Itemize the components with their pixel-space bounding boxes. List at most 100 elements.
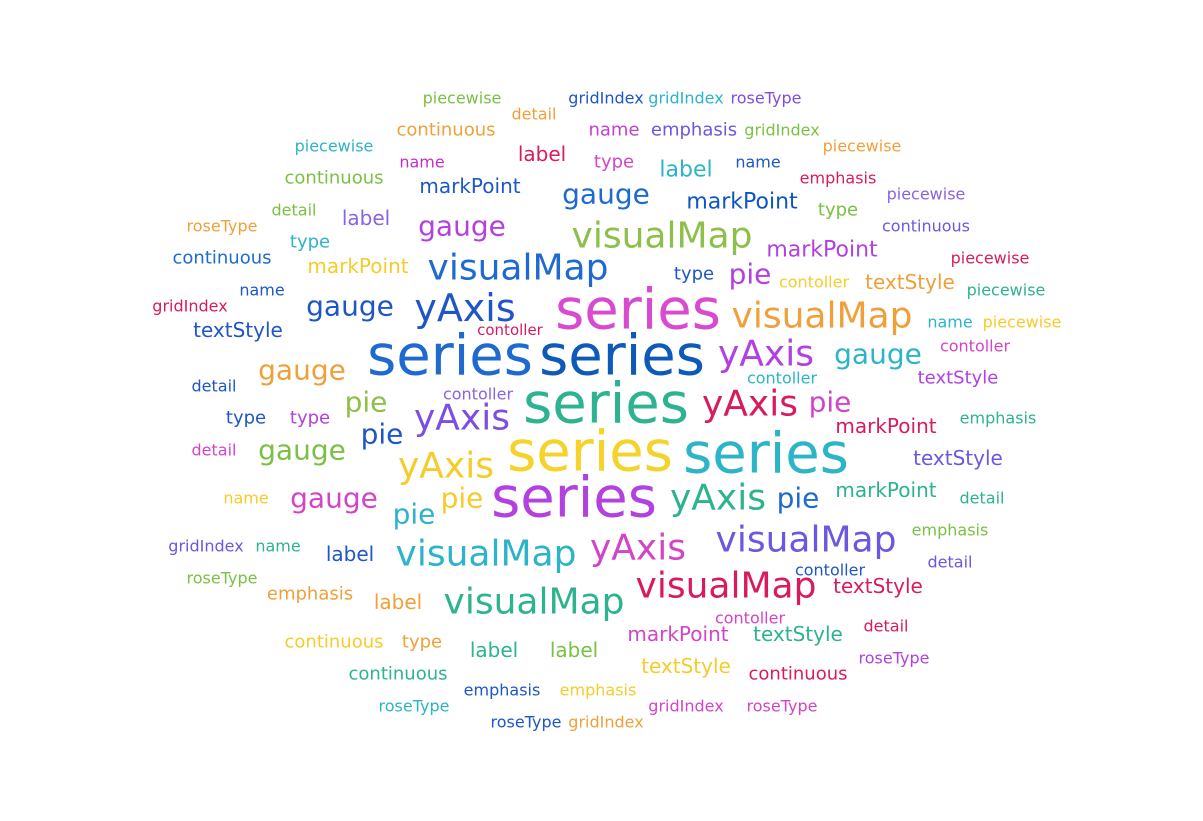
word-label: label (326, 542, 374, 566)
word-gauge: gauge (418, 210, 506, 243)
word-markpoint: markPoint (627, 622, 728, 646)
word-rosetype: roseType (747, 697, 818, 716)
word-visualmap: visualMap (636, 566, 817, 607)
word-textstyle: textStyle (753, 622, 843, 646)
word-detail: detail (960, 489, 1005, 508)
word-emphasis: emphasis (912, 521, 989, 540)
word-textstyle: textStyle (913, 446, 1003, 470)
word-visualmap: visualMap (716, 520, 897, 561)
word-series: series (555, 278, 721, 343)
word-emphasis: emphasis (267, 584, 353, 605)
word-piecewise: piecewise (983, 313, 1062, 332)
word-label: label (342, 206, 390, 230)
word-label: label (659, 158, 712, 183)
word-piecewise: piecewise (967, 281, 1046, 300)
word-gauge: gauge (258, 354, 346, 387)
word-pie: pie (441, 482, 484, 515)
word-pie: pie (729, 258, 772, 291)
word-textstyle: textStyle (833, 574, 923, 598)
word-contoller: contoller (779, 273, 850, 292)
word-name: name (239, 281, 284, 300)
word-name: name (588, 120, 639, 141)
word-rosetype: roseType (491, 713, 562, 732)
word-markpoint: markPoint (307, 254, 408, 278)
word-textstyle: textStyle (918, 368, 999, 389)
word-piecewise: piecewise (951, 249, 1030, 268)
word-series: series (507, 420, 673, 485)
word-gridindex: gridIndex (568, 89, 643, 108)
word-piecewise: piecewise (295, 137, 374, 156)
word-series: series (491, 466, 657, 531)
word-visualmap: visualMap (444, 582, 625, 623)
word-gridindex: gridIndex (168, 537, 243, 556)
word-emphasis: emphasis (651, 120, 737, 141)
word-type: type (674, 264, 714, 285)
word-label: label (470, 638, 518, 662)
word-gridindex: gridIndex (568, 713, 643, 732)
word-detail: detail (192, 377, 237, 396)
word-pie: pie (345, 386, 388, 419)
word-gridindex: gridIndex (648, 89, 723, 108)
word-textstyle: textStyle (193, 318, 283, 342)
word-yaxis: yAxis (590, 528, 686, 569)
word-contoller: contoller (795, 561, 866, 580)
word-contoller: contoller (940, 337, 1011, 356)
word-piecewise: piecewise (423, 89, 502, 108)
word-piecewise: piecewise (887, 185, 966, 204)
word-continuous: continuous (349, 664, 448, 685)
word-detail: detail (928, 553, 973, 572)
word-rosetype: roseType (187, 569, 258, 588)
word-type: type (226, 408, 266, 429)
word-yaxis: yAxis (414, 398, 510, 439)
word-gauge: gauge (258, 434, 346, 467)
word-name: name (927, 313, 972, 332)
word-pie: pie (777, 482, 820, 515)
word-textstyle: textStyle (641, 654, 731, 678)
word-visualmap: visualMap (428, 248, 609, 289)
word-continuous: continuous (882, 217, 970, 236)
word-continuous: continuous (285, 168, 384, 189)
word-visualmap: visualMap (572, 216, 753, 257)
word-yaxis: yAxis (702, 384, 798, 425)
word-markpoint: markPoint (835, 478, 936, 502)
word-visualmap: visualMap (732, 296, 913, 337)
word-label: label (518, 142, 566, 166)
word-rosetype: roseType (379, 697, 450, 716)
word-series: series (683, 422, 849, 487)
word-gauge: gauge (306, 290, 394, 323)
word-contoller: contoller (715, 609, 786, 628)
word-detail: detail (192, 441, 237, 460)
word-gridindex: gridIndex (648, 697, 723, 716)
word-name: name (223, 489, 268, 508)
word-emphasis: emphasis (464, 681, 541, 700)
word-markpoint: markPoint (419, 174, 520, 198)
word-piecewise: piecewise (823, 137, 902, 156)
word-yaxis: yAxis (414, 286, 515, 330)
word-continuous: continuous (749, 664, 848, 685)
word-detail: detail (864, 617, 909, 636)
word-detail: detail (272, 201, 317, 220)
word-series: series (523, 372, 689, 437)
word-pie: pie (809, 386, 852, 419)
word-markpoint: markPoint (686, 190, 798, 215)
word-yaxis: yAxis (398, 446, 494, 487)
word-type: type (290, 232, 330, 253)
word-label: label (374, 590, 422, 614)
word-gridindex: gridIndex (744, 121, 819, 140)
word-type: type (290, 408, 330, 429)
word-name: name (735, 153, 780, 172)
word-emphasis: emphasis (800, 169, 877, 188)
word-type: type (818, 200, 858, 221)
word-name: name (255, 537, 300, 556)
word-markpoint: markPoint (766, 238, 878, 263)
word-continuous: continuous (173, 248, 272, 269)
word-detail: detail (512, 105, 557, 124)
word-rosetype: roseType (731, 89, 802, 108)
word-rosetype: roseType (187, 217, 258, 236)
word-continuous: continuous (285, 632, 384, 653)
word-emphasis: emphasis (960, 409, 1037, 428)
word-name: name (399, 153, 444, 172)
word-series: series (367, 324, 533, 389)
word-gauge: gauge (562, 178, 650, 211)
